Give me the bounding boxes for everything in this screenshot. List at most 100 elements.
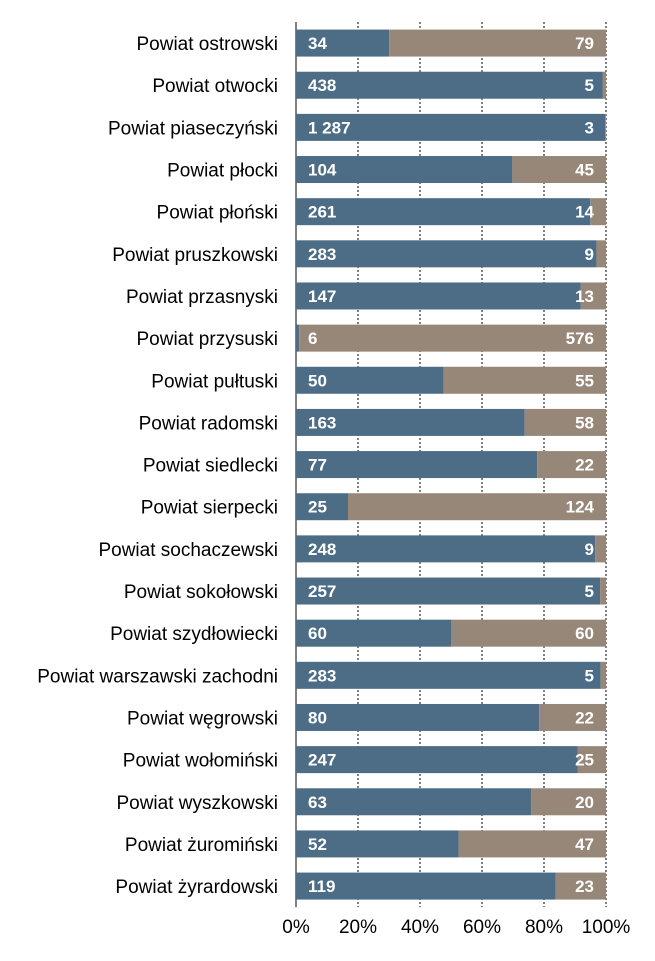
bar-segment-series-1 bbox=[296, 872, 556, 900]
bar-segment-series-1 bbox=[296, 198, 591, 226]
bar-segment-series-1 bbox=[296, 788, 532, 816]
bar-segment-series-1 bbox=[296, 661, 601, 689]
bar-segment-series-2 bbox=[524, 408, 606, 436]
category-label: Powiat płoński bbox=[157, 203, 278, 224]
bar-segment-series-2 bbox=[299, 324, 606, 352]
category-label: Powiat piaseczyński bbox=[108, 118, 278, 139]
bar-segment-series-2 bbox=[348, 493, 606, 521]
data-label-series-2: 3 bbox=[585, 118, 594, 137]
category-label: Powiat wyszkowski bbox=[116, 793, 278, 814]
data-label-series-1: 50 bbox=[308, 371, 327, 390]
data-label-series-1: 147 bbox=[308, 287, 336, 306]
x-tick-label: 80% bbox=[525, 917, 563, 938]
x-axis-ticks: 0% 20% 40% 60% 80% 100% bbox=[282, 917, 630, 938]
bar-segment-series-1 bbox=[296, 408, 525, 436]
category-label: Powiat wołomiński bbox=[123, 751, 278, 772]
data-label-series-2: 9 bbox=[585, 245, 594, 264]
data-label-series-2: 79 bbox=[575, 34, 594, 53]
category-label: Powiat sierpecki bbox=[141, 498, 278, 519]
data-label-series-2: 22 bbox=[575, 708, 594, 727]
data-label-series-2: 20 bbox=[575, 793, 594, 812]
category-label: Powiat przasnyski bbox=[126, 287, 278, 308]
bar-segment-series-1 bbox=[296, 703, 540, 731]
bar-segment-series-1 bbox=[296, 451, 538, 479]
data-label-series-1: 1 287 bbox=[308, 118, 351, 137]
data-label-series-1: 248 bbox=[308, 540, 336, 559]
data-label-series-1: 80 bbox=[308, 708, 327, 727]
bar-segment-series-2 bbox=[596, 240, 606, 268]
category-label: Powiat otwocki bbox=[152, 76, 278, 97]
data-label-series-1: 247 bbox=[308, 751, 336, 770]
category-label: Powiat ostrowski bbox=[137, 34, 279, 55]
data-label-series-1: 119 bbox=[308, 877, 335, 896]
data-label-series-2: 9 bbox=[585, 540, 594, 559]
data-label-series-2: 47 bbox=[575, 835, 594, 854]
data-label-series-2: 13 bbox=[575, 287, 594, 306]
bar-segment-series-1 bbox=[296, 282, 581, 310]
data-label-series-1: 77 bbox=[308, 456, 327, 475]
bar-segment-series-1 bbox=[296, 366, 444, 394]
data-label-series-2: 5 bbox=[585, 582, 594, 601]
category-label: Powiat siedlecki bbox=[143, 456, 278, 477]
bar-segment-series-2 bbox=[451, 619, 606, 647]
data-label-series-2: 5 bbox=[585, 76, 594, 95]
category-label: Powiat pułtuski bbox=[151, 371, 278, 392]
category-label: Powiat węgrowski bbox=[127, 708, 278, 729]
bar-segment-series-1 bbox=[296, 619, 451, 647]
bar-segment-series-2 bbox=[605, 113, 606, 141]
bar-segment-series-1 bbox=[296, 830, 459, 858]
category-label: Powiat przysuski bbox=[137, 329, 279, 350]
bar-segment-series-2 bbox=[531, 788, 606, 816]
bar-segment-series-2 bbox=[600, 661, 606, 689]
data-label-series-2: 55 bbox=[575, 371, 594, 390]
data-label-series-1: 52 bbox=[308, 835, 327, 854]
bar-segment-series-1 bbox=[296, 493, 349, 521]
data-label-series-1: 34 bbox=[308, 34, 327, 53]
x-tick-label: 60% bbox=[463, 917, 501, 938]
category-label: Powiat żyrardowski bbox=[115, 877, 278, 898]
data-label-series-1: 104 bbox=[308, 161, 337, 180]
data-label-series-2: 124 bbox=[566, 498, 595, 517]
x-tick-label: 0% bbox=[282, 917, 310, 938]
bar-segment-series-2 bbox=[389, 29, 606, 57]
data-label-series-1: 257 bbox=[308, 582, 336, 601]
bar-segment-series-1 bbox=[296, 535, 596, 563]
bar-segment-series-2 bbox=[595, 535, 606, 563]
bar-segment-series-1 bbox=[296, 113, 606, 141]
data-label-series-2: 576 bbox=[566, 329, 594, 348]
bar-segment-series-2 bbox=[537, 451, 606, 479]
bar-segment-series-1 bbox=[296, 324, 300, 352]
bars: 34 79 438 5 1 287 3 104 45 261 14 283 9 147 13 6 576 50 5… bbox=[296, 29, 606, 900]
data-label-series-1: 283 bbox=[308, 245, 336, 264]
data-label-series-1: 60 bbox=[308, 624, 327, 643]
category-label: Powiat pruszkowski bbox=[112, 245, 278, 266]
data-label-series-1: 63 bbox=[308, 793, 327, 812]
bar-segment-series-1 bbox=[296, 240, 597, 268]
bar-segment-series-1 bbox=[296, 29, 390, 57]
bar-segment-series-2 bbox=[590, 198, 606, 226]
bar-segment-series-1 bbox=[296, 577, 601, 605]
data-label-series-1: 261 bbox=[308, 203, 336, 222]
data-label-series-2: 25 bbox=[575, 751, 594, 770]
bar-segment-series-1 bbox=[296, 156, 513, 184]
bar-segment-series-2 bbox=[443, 366, 606, 394]
bar-segment-series-2 bbox=[539, 703, 606, 731]
data-label-series-2: 14 bbox=[575, 203, 594, 222]
data-label-series-2: 23 bbox=[575, 877, 594, 896]
bar-segment-series-1 bbox=[296, 71, 603, 99]
x-tick-label: 100% bbox=[582, 917, 631, 938]
bar-segment-series-2 bbox=[555, 872, 606, 900]
category-label: Powiat radomski bbox=[139, 413, 278, 434]
category-labels: Powiat ostrowski Powiat otwocki Powiat pia… bbox=[37, 34, 278, 898]
data-label-series-1: 6 bbox=[308, 329, 317, 348]
bar-segment-series-2 bbox=[600, 577, 606, 605]
data-label-series-1: 25 bbox=[308, 498, 327, 517]
data-label-series-2: 5 bbox=[585, 666, 594, 685]
bar-segment-series-2 bbox=[580, 282, 606, 310]
x-tick-label: 20% bbox=[339, 917, 377, 938]
data-label-series-2: 45 bbox=[575, 161, 594, 180]
category-label: Powiat sokołowski bbox=[124, 582, 278, 603]
category-label: Powiat płocki bbox=[167, 161, 278, 182]
category-label: Powiat sochaczewski bbox=[98, 540, 278, 561]
